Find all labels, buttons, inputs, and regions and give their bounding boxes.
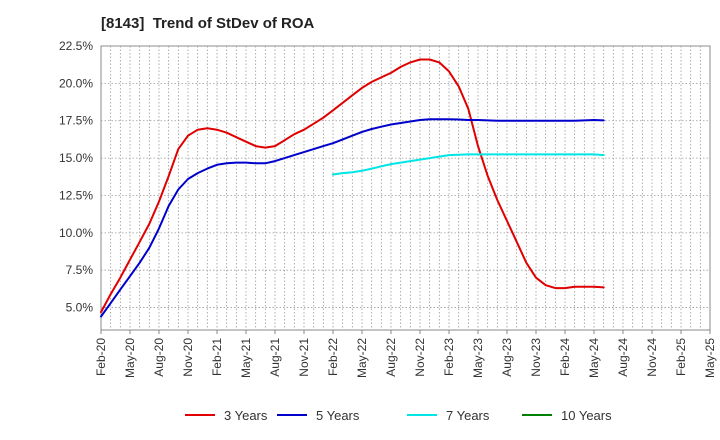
x-tick-label: Nov-22	[413, 338, 427, 377]
legend-label: 3 Years	[224, 408, 268, 423]
series-line-7-years	[332, 153, 605, 176]
x-tick-label: Feb-20	[94, 338, 108, 376]
x-tick-label: Feb-24	[558, 338, 572, 376]
legend-label: 7 Years	[446, 408, 490, 423]
x-tick-label: Feb-22	[326, 338, 340, 376]
legend: 3 Years 5 Years 7 Years 10 Years	[185, 408, 612, 423]
y-tick-label: 22.5%	[59, 39, 93, 53]
x-tick-label: May-20	[123, 338, 137, 378]
x-tick-label: Nov-23	[529, 338, 543, 377]
grid-layer	[100, 45, 711, 331]
x-tick-label: Nov-24	[645, 338, 659, 377]
x-tick-label: Nov-21	[297, 338, 311, 377]
x-tick-label: May-24	[587, 338, 601, 378]
y-tick-label: 7.5%	[66, 263, 94, 277]
series-layer	[100, 58, 605, 318]
x-tick-label: Feb-21	[210, 338, 224, 376]
x-tick-label: May-23	[471, 338, 485, 378]
legend-label: 10 Years	[561, 408, 612, 423]
series-line-5-years	[100, 118, 605, 318]
x-tick-label: Aug-21	[268, 338, 282, 377]
x-tick-label: May-21	[239, 338, 253, 378]
y-tick-label: 17.5%	[59, 114, 93, 128]
x-tick-label: Aug-24	[616, 338, 630, 377]
y-tick-label: 20.0%	[59, 76, 93, 90]
x-tick-label: May-25	[703, 338, 717, 378]
x-tick-label: Aug-20	[152, 338, 166, 377]
x-tick-label: Aug-23	[500, 338, 514, 377]
series-line-3-years	[100, 58, 605, 314]
axis-layer: 5.0% 7.5% 10.0% 12.5% 15.0% 17.5% 20.0% 22.5% Fe…	[59, 39, 717, 378]
y-tick-label: 10.0%	[59, 226, 93, 240]
y-tick-label: 12.5%	[59, 188, 93, 202]
plot-area-border	[100, 45, 711, 331]
x-tick-label: Feb-25	[674, 338, 688, 376]
x-tick-label: Nov-20	[181, 338, 195, 377]
y-tick-label: 5.0%	[66, 301, 94, 315]
legend-label: 5 Years	[316, 408, 360, 423]
x-tick-label: Aug-22	[384, 338, 398, 377]
x-tick-label: Feb-23	[442, 338, 456, 376]
x-tick-label: May-22	[355, 338, 369, 378]
chart-title: [8143] Trend of StDev of ROA	[101, 15, 315, 32]
y-tick-label: 15.0%	[59, 151, 93, 165]
